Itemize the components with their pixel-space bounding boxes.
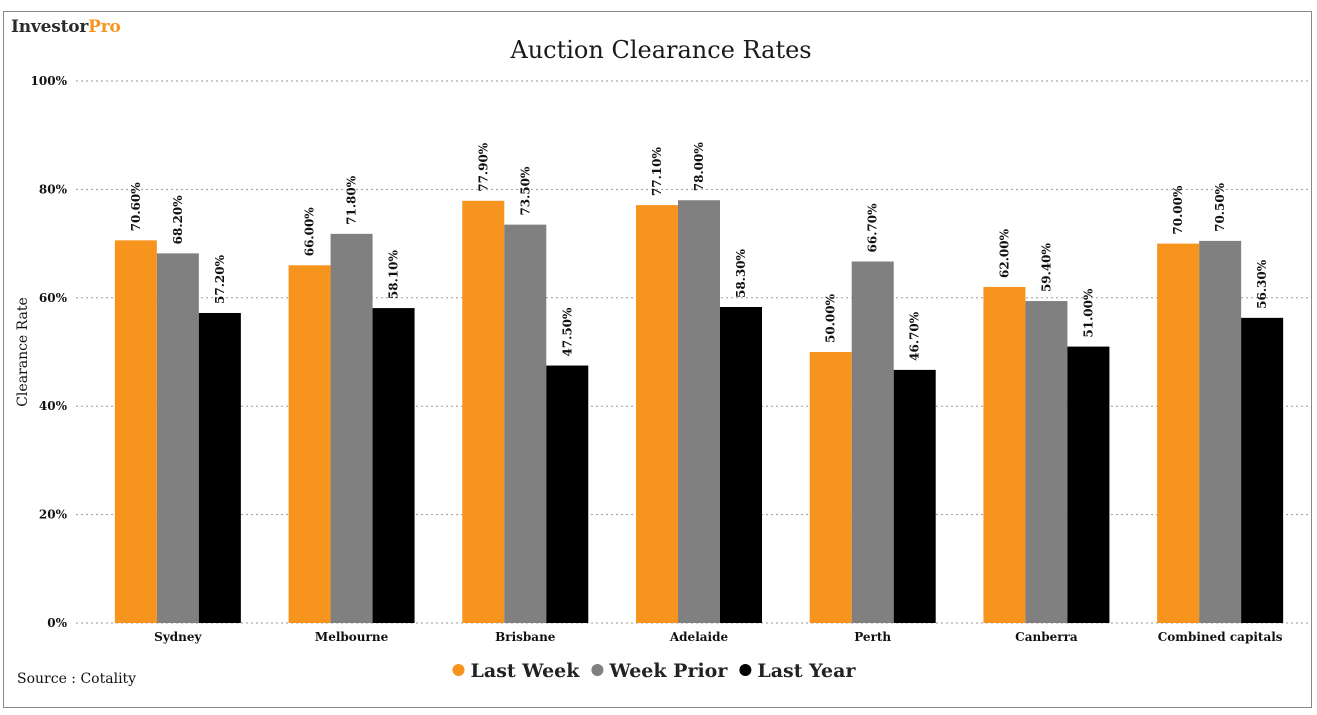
legend-label: Last Year	[757, 660, 856, 682]
data-label: 59.40%	[1039, 242, 1053, 292]
bar	[1199, 240, 1242, 623]
bar	[809, 352, 852, 623]
data-label: 70.60%	[129, 182, 143, 232]
bar	[893, 369, 936, 623]
data-label: 62.00%	[997, 228, 1011, 278]
x-tick-label: Perth	[854, 630, 891, 644]
legend-marker	[452, 664, 465, 676]
y-axis-ticks: 0% 20% 40% 60% 80% 100%	[31, 74, 68, 630]
x-tick-label: Brisbane	[495, 630, 556, 644]
legend-marker	[739, 664, 752, 676]
data-label: 70.00%	[1171, 185, 1185, 235]
data-label: 77.10%	[650, 147, 664, 197]
bar	[1241, 317, 1284, 623]
y-tick-label: 20%	[39, 508, 68, 522]
data-label: 77.90%	[476, 142, 490, 192]
bar	[851, 261, 894, 623]
chart-frame	[3, 11, 1312, 708]
brand-logo-part2: Pro	[88, 17, 121, 37]
brand-logo: InvestorPro	[11, 17, 121, 37]
data-label: 58.10%	[387, 250, 401, 300]
data-labels: 70.60% 68.20% 57.20% 66.00% 71.80% 58.10% 77.9…	[129, 142, 1269, 361]
bar	[114, 240, 157, 623]
data-label: 71.80%	[345, 175, 359, 225]
bar	[156, 253, 199, 623]
legend-label: Week Prior	[608, 660, 728, 682]
x-tick-label: Melbourne	[315, 630, 389, 644]
y-tick-label: 100%	[31, 74, 68, 88]
bar	[504, 224, 547, 623]
data-label: 70.50%	[1213, 182, 1227, 232]
bar	[288, 265, 331, 623]
bar	[198, 312, 241, 623]
y-tick-label: 80%	[39, 182, 68, 196]
x-tick-label: Sydney	[154, 630, 202, 644]
data-label: 73.50%	[518, 166, 532, 216]
data-label: 58.30%	[734, 248, 748, 298]
y-tick-label: 0%	[47, 616, 67, 630]
legend-marker	[591, 664, 604, 676]
data-label: 46.70%	[908, 311, 922, 361]
x-axis-ticks: Sydney Melbourne Brisbane Adelaide Perth Canb…	[154, 630, 1283, 644]
bar	[330, 233, 373, 623]
bar	[462, 200, 505, 624]
bar	[678, 200, 720, 624]
data-label: 51.00%	[1081, 288, 1095, 338]
legend-label: Last Week	[471, 660, 581, 682]
data-label: 78.00%	[692, 142, 706, 192]
bar	[546, 365, 589, 623]
y-tick-label: 40%	[39, 399, 68, 413]
data-label: 66.70%	[866, 203, 880, 253]
data-label: 56.30%	[1255, 259, 1269, 309]
bar	[1025, 301, 1068, 623]
data-label: 50.00%	[824, 293, 838, 343]
source-note: Source : Cotality	[17, 671, 137, 687]
chart-title: Auction Clearance Rates	[509, 36, 811, 64]
bar	[636, 205, 678, 624]
x-tick-label: Combined capitals	[1158, 630, 1283, 644]
bar	[372, 308, 415, 623]
data-label: 47.50%	[560, 307, 574, 357]
data-label: 57.20%	[213, 254, 227, 304]
legend: Last Week Week Prior Last Year	[452, 660, 856, 682]
brand-logo-part1: Investor	[11, 17, 89, 37]
bars	[114, 200, 1284, 624]
x-tick-label: Canberra	[1015, 630, 1078, 644]
data-label: 66.00%	[303, 207, 317, 257]
x-tick-label: Adelaide	[669, 630, 729, 644]
bar	[720, 307, 762, 623]
bar	[983, 286, 1026, 623]
bar	[1157, 243, 1200, 623]
bar	[1067, 346, 1110, 623]
data-label: 68.20%	[171, 195, 185, 245]
y-axis-label: Clearance Rate	[15, 297, 31, 407]
y-tick-label: 60%	[39, 291, 68, 305]
